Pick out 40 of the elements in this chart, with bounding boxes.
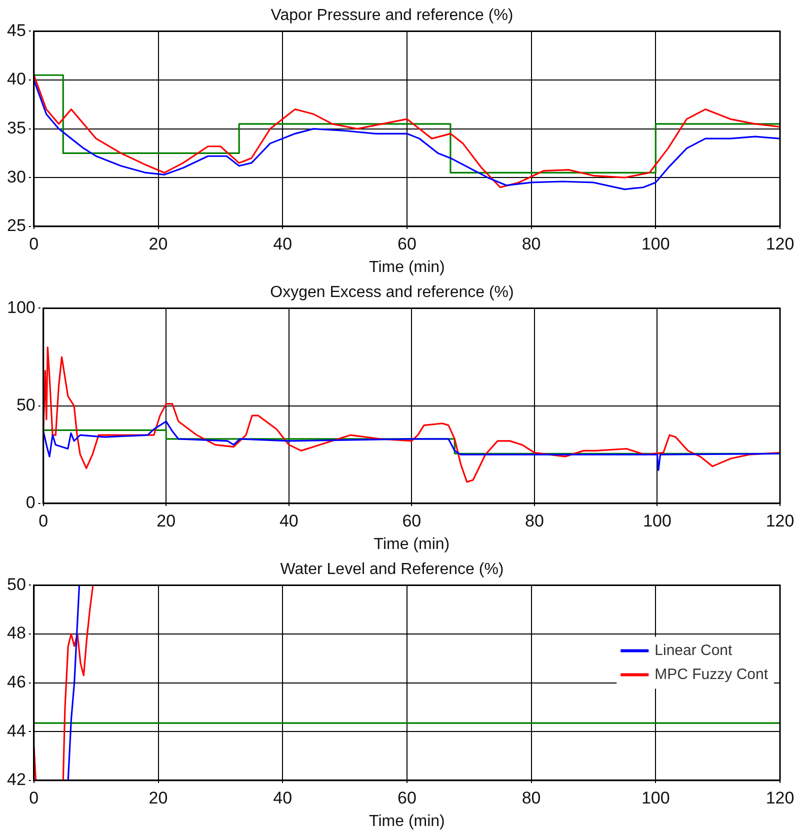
x-tick-label: 20 [148,234,168,254]
x-tick-label: 60 [402,511,422,530]
legend-label: MPC Fuzzy Cont [654,666,769,683]
y-tick-label: 42 [6,770,26,790]
x-tick-label: 100 [641,234,670,254]
y-tick-label: 48 [6,624,26,643]
x-tick-label: 20 [148,788,168,808]
y-tick-label: 50 [6,574,26,594]
x-tick-label: 60 [397,234,416,254]
x-tick-label: 0 [38,511,48,530]
y-tick-label: 100 [6,298,36,317]
y-tick-label: 46 [6,672,26,692]
chart-title: Oxygen Excess and reference (%) [270,284,514,302]
x-tick-label: 80 [522,788,541,808]
chart-title: Water Level and Reference (%) [280,561,504,578]
x-tick-label: 120 [766,234,794,254]
x-tick-label: 100 [641,788,670,808]
y-tick-label: 25 [6,216,26,236]
x-tick-label: 80 [522,234,541,254]
x-tick-label: 120 [766,511,794,530]
y-tick-label: 30 [6,167,26,186]
chart-title: Vapor Pressure and reference (%) [270,7,514,24]
x-tick-label: 80 [524,511,544,530]
y-tick-label: 45 [6,20,26,40]
y-tick-label: 50 [16,395,36,414]
y-tick-label: 0 [26,493,36,512]
x-axis-title: Time (min) [369,812,445,830]
x-axis-title: Time (min) [374,536,450,553]
x-tick-label: 40 [273,234,292,254]
x-tick-label: 100 [643,511,672,530]
x-tick-label: 40 [273,788,292,808]
y-tick-label: 44 [6,721,26,740]
legend-label: Linear Cont [654,642,734,659]
x-tick-label: 20 [156,511,176,530]
y-tick-label: 35 [6,118,26,138]
x-tick-label: 120 [766,788,794,808]
y-tick-label: 40 [6,70,26,89]
x-tick-label: 40 [279,511,298,530]
x-tick-label: 60 [397,788,416,808]
x-axis-title: Time (min) [369,258,445,276]
